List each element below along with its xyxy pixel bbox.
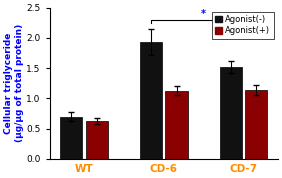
Bar [245,90,267,159]
Legend: Agonist(-), Agonist(+): Agonist(-), Agonist(+) [212,12,274,39]
Bar [165,91,188,159]
Bar [140,42,162,159]
Y-axis label: Cellular triglyceride
(μg/μg of total protein): Cellular triglyceride (μg/μg of total pr… [4,24,24,142]
Text: *: * [201,9,206,19]
Bar [86,121,108,159]
Bar [220,67,242,159]
Bar [60,117,82,159]
